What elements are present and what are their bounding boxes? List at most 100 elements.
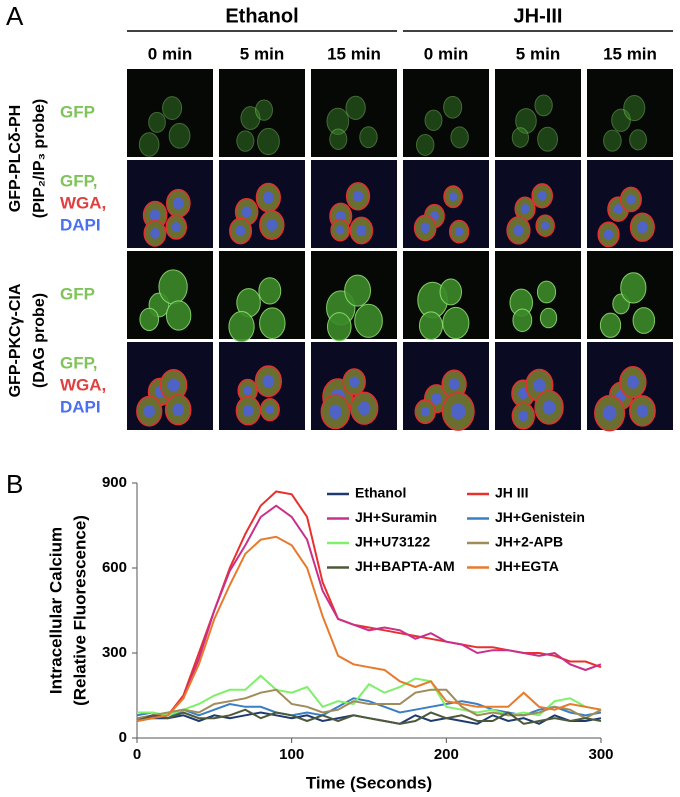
nucleus	[518, 387, 529, 400]
nucleus	[626, 375, 639, 389]
group-header: JH-III	[514, 5, 563, 27]
cell	[258, 277, 282, 305]
column-header: 15 min	[327, 44, 381, 63]
x-tick-label: 0	[133, 746, 141, 763]
micrograph	[219, 69, 305, 157]
nucleus	[358, 401, 371, 416]
nucleus	[626, 194, 636, 205]
legend-label: Ethanol	[355, 485, 406, 501]
cell	[415, 133, 435, 156]
nucleus	[636, 221, 648, 234]
cell	[344, 274, 371, 307]
column-header: 15 min	[603, 44, 657, 63]
panel-label: A	[6, 1, 24, 31]
nucleus	[235, 225, 246, 237]
legend-label: JH+U73122	[355, 534, 430, 550]
series-line	[136, 688, 602, 720]
cell	[599, 312, 622, 338]
nucleus	[143, 404, 155, 418]
series-line	[137, 674, 602, 717]
cell	[629, 129, 647, 151]
row-group-label: (DAG probe)	[31, 293, 48, 388]
nucleus	[513, 224, 524, 237]
legend-label: JH+BAPTA-AM	[355, 558, 455, 574]
nucleus	[150, 228, 160, 239]
cell	[259, 307, 286, 340]
cell	[511, 127, 530, 148]
cell	[148, 111, 166, 133]
nucleus	[241, 206, 252, 218]
row-label: GFP,	[60, 171, 97, 190]
cell	[158, 269, 188, 305]
nucleus	[173, 197, 184, 210]
micrograph	[127, 69, 213, 157]
x-axis-label: Time (Seconds)	[306, 773, 432, 792]
legend-label: JH+Suramin	[355, 509, 437, 525]
cell	[138, 132, 160, 157]
row-label: DAPI	[60, 397, 101, 416]
cell	[257, 127, 280, 156]
nucleus	[349, 376, 360, 388]
row-group-label: GFP-PKCγ-CIA	[7, 283, 24, 397]
cell	[168, 122, 191, 149]
nucleus	[172, 403, 184, 417]
nucleus	[541, 221, 550, 231]
nucleus	[518, 410, 529, 422]
cell	[424, 109, 443, 131]
row-label: DAPI	[60, 215, 101, 234]
cell	[240, 106, 261, 130]
cell	[139, 307, 160, 332]
nucleus	[336, 225, 345, 235]
column-header: 0 min	[148, 44, 192, 63]
cell	[228, 311, 255, 343]
cell	[165, 300, 192, 331]
column-header: 5 min	[240, 44, 284, 63]
cell	[632, 307, 656, 334]
nucleus	[449, 192, 458, 202]
cell	[162, 96, 183, 121]
cell	[326, 107, 350, 135]
cell	[255, 99, 273, 121]
cell	[537, 126, 559, 152]
y-axis-label: Intracellular Calcium	[46, 527, 65, 694]
column-header: 0 min	[424, 44, 468, 63]
cell	[515, 108, 537, 134]
nucleus	[450, 403, 466, 420]
nucleus	[242, 404, 254, 417]
cell	[450, 126, 469, 149]
nucleus	[602, 405, 617, 421]
series-line	[136, 708, 602, 725]
nucleus	[262, 191, 274, 204]
cell	[603, 129, 622, 152]
cell	[539, 307, 558, 329]
nucleus	[356, 224, 367, 237]
x-tick-label: 200	[434, 746, 459, 763]
cell	[439, 278, 463, 306]
row-group-label: GFP-PLCδ-PH	[7, 105, 24, 212]
x-tick-label: 300	[588, 746, 613, 763]
cell	[623, 94, 646, 122]
y-axis-label: (Relative Fluorescence)	[70, 515, 89, 706]
row-label: GFP,	[60, 353, 97, 372]
legend-label: JH+2-APB	[495, 534, 563, 550]
cell	[611, 108, 631, 132]
nucleus	[537, 190, 547, 201]
group-header: Ethanol	[225, 5, 298, 27]
nucleus	[613, 204, 623, 215]
micrograph	[587, 69, 673, 157]
x-tick-label: 100	[279, 746, 304, 763]
legend-label: JH+Genistein	[495, 509, 585, 525]
cell	[442, 306, 470, 340]
nucleus	[520, 203, 530, 214]
nucleus	[266, 218, 278, 232]
legend-label: JH+EGTA	[495, 558, 559, 574]
row-label: WGA,	[60, 193, 106, 212]
y-tick-label: 300	[102, 644, 127, 661]
nucleus	[420, 406, 430, 417]
cell	[443, 95, 463, 119]
nucleus	[448, 378, 460, 391]
micrograph	[311, 69, 397, 157]
nucleus	[171, 222, 181, 233]
cell	[359, 126, 378, 149]
